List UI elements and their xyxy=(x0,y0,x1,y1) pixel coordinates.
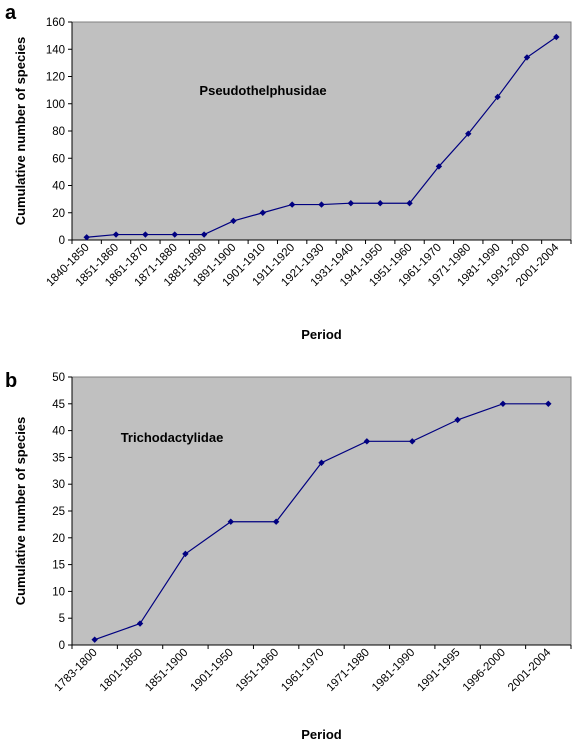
y-tick-label-b: 25 xyxy=(52,506,65,518)
data-point-a xyxy=(494,93,501,101)
y-tick-label-a: 140 xyxy=(46,44,65,56)
y-tick-label-a: 40 xyxy=(52,181,65,193)
data-point-b xyxy=(363,438,371,445)
y-tick-label-a: 60 xyxy=(52,153,65,165)
y-tick-label-a: 80 xyxy=(52,126,65,138)
x-tick-label-b: 1801-1850 xyxy=(98,647,145,694)
data-point-a xyxy=(288,201,296,208)
x-tick-label-b: 1951-1960 xyxy=(234,647,281,694)
y-tick-label-a: 100 xyxy=(46,99,65,111)
y-axis-title-b: Cumulative number of species xyxy=(13,417,28,606)
y-tick-label-b: 15 xyxy=(52,560,65,572)
data-point-b xyxy=(499,400,507,407)
data-point-b xyxy=(409,438,416,445)
data-point-a xyxy=(318,201,325,208)
y-tick-label-b: 5 xyxy=(59,613,65,625)
data-point-a xyxy=(553,33,560,41)
data-point-a xyxy=(347,200,355,207)
data-point-a xyxy=(377,200,384,207)
data-point-a xyxy=(259,209,266,216)
y-tick-label-b: 10 xyxy=(52,586,65,598)
y-tick-label-b: 0 xyxy=(59,640,65,652)
y-tick-label-b: 40 xyxy=(52,426,65,438)
x-axis-title-a: Period xyxy=(301,327,342,342)
x-tick-label-b: 1901-1950 xyxy=(189,647,236,694)
data-point-a xyxy=(142,231,149,238)
data-point-a xyxy=(171,231,178,238)
series-annotation-b: Trichodactylidae xyxy=(121,430,224,445)
data-point-b xyxy=(272,518,280,525)
x-tick-label-b: 1981-1990 xyxy=(370,647,417,694)
series-annotation-a: Pseudothelphusidae xyxy=(199,83,326,98)
y-tick-label-b: 30 xyxy=(52,479,65,491)
y-tick-label-b: 35 xyxy=(52,452,65,464)
x-tick-label-b: 1851-1900 xyxy=(143,647,190,694)
data-point-b xyxy=(227,518,234,525)
data-point-b xyxy=(91,636,98,643)
data-point-a xyxy=(230,217,237,225)
y-tick-label-a: 160 xyxy=(46,17,65,29)
chart-panel-b: b Trichodactylidae Period Cumulative num… xyxy=(5,370,572,742)
x-tick-label-b: 1991-1995 xyxy=(415,647,462,694)
data-point-b xyxy=(182,550,189,558)
x-tick-label-b: 1961-1970 xyxy=(279,647,326,694)
y-axis-title-a: Cumulative number of species xyxy=(13,37,28,226)
data-point-a xyxy=(406,200,413,207)
data-point-a xyxy=(83,234,90,241)
y-tick-label-b: 20 xyxy=(52,533,65,545)
data-point-a xyxy=(200,231,208,238)
y-tick-label-a: 20 xyxy=(52,208,65,220)
data-point-a xyxy=(435,163,443,170)
y-tick-label-a: 0 xyxy=(59,235,65,247)
data-point-a xyxy=(112,231,120,238)
x-axis-title-b: Period xyxy=(301,727,342,742)
x-tick-label-b: 2001-2004 xyxy=(506,646,554,694)
plot-area-b xyxy=(71,376,572,646)
y-tick-label-b: 45 xyxy=(52,399,65,411)
chart-panel-a: a Pseudothelphusidae Period Cumulative n… xyxy=(5,2,572,342)
data-point-a xyxy=(465,130,472,137)
x-tick-label-b: 1971-1980 xyxy=(325,647,372,694)
data-point-b xyxy=(545,400,552,407)
x-tick-label-b: 1996-2000 xyxy=(461,647,508,694)
data-point-a xyxy=(523,54,531,61)
data-point-b xyxy=(318,459,325,466)
y-tick-label-b: 50 xyxy=(52,372,65,384)
data-point-b xyxy=(454,416,461,424)
panel-letter-b: b xyxy=(5,370,17,392)
data-point-b xyxy=(136,620,144,627)
y-tick-label-a: 120 xyxy=(46,72,65,84)
panel-letter-a: a xyxy=(5,2,17,24)
x-tick-label-b: 1783-1800 xyxy=(52,647,99,694)
